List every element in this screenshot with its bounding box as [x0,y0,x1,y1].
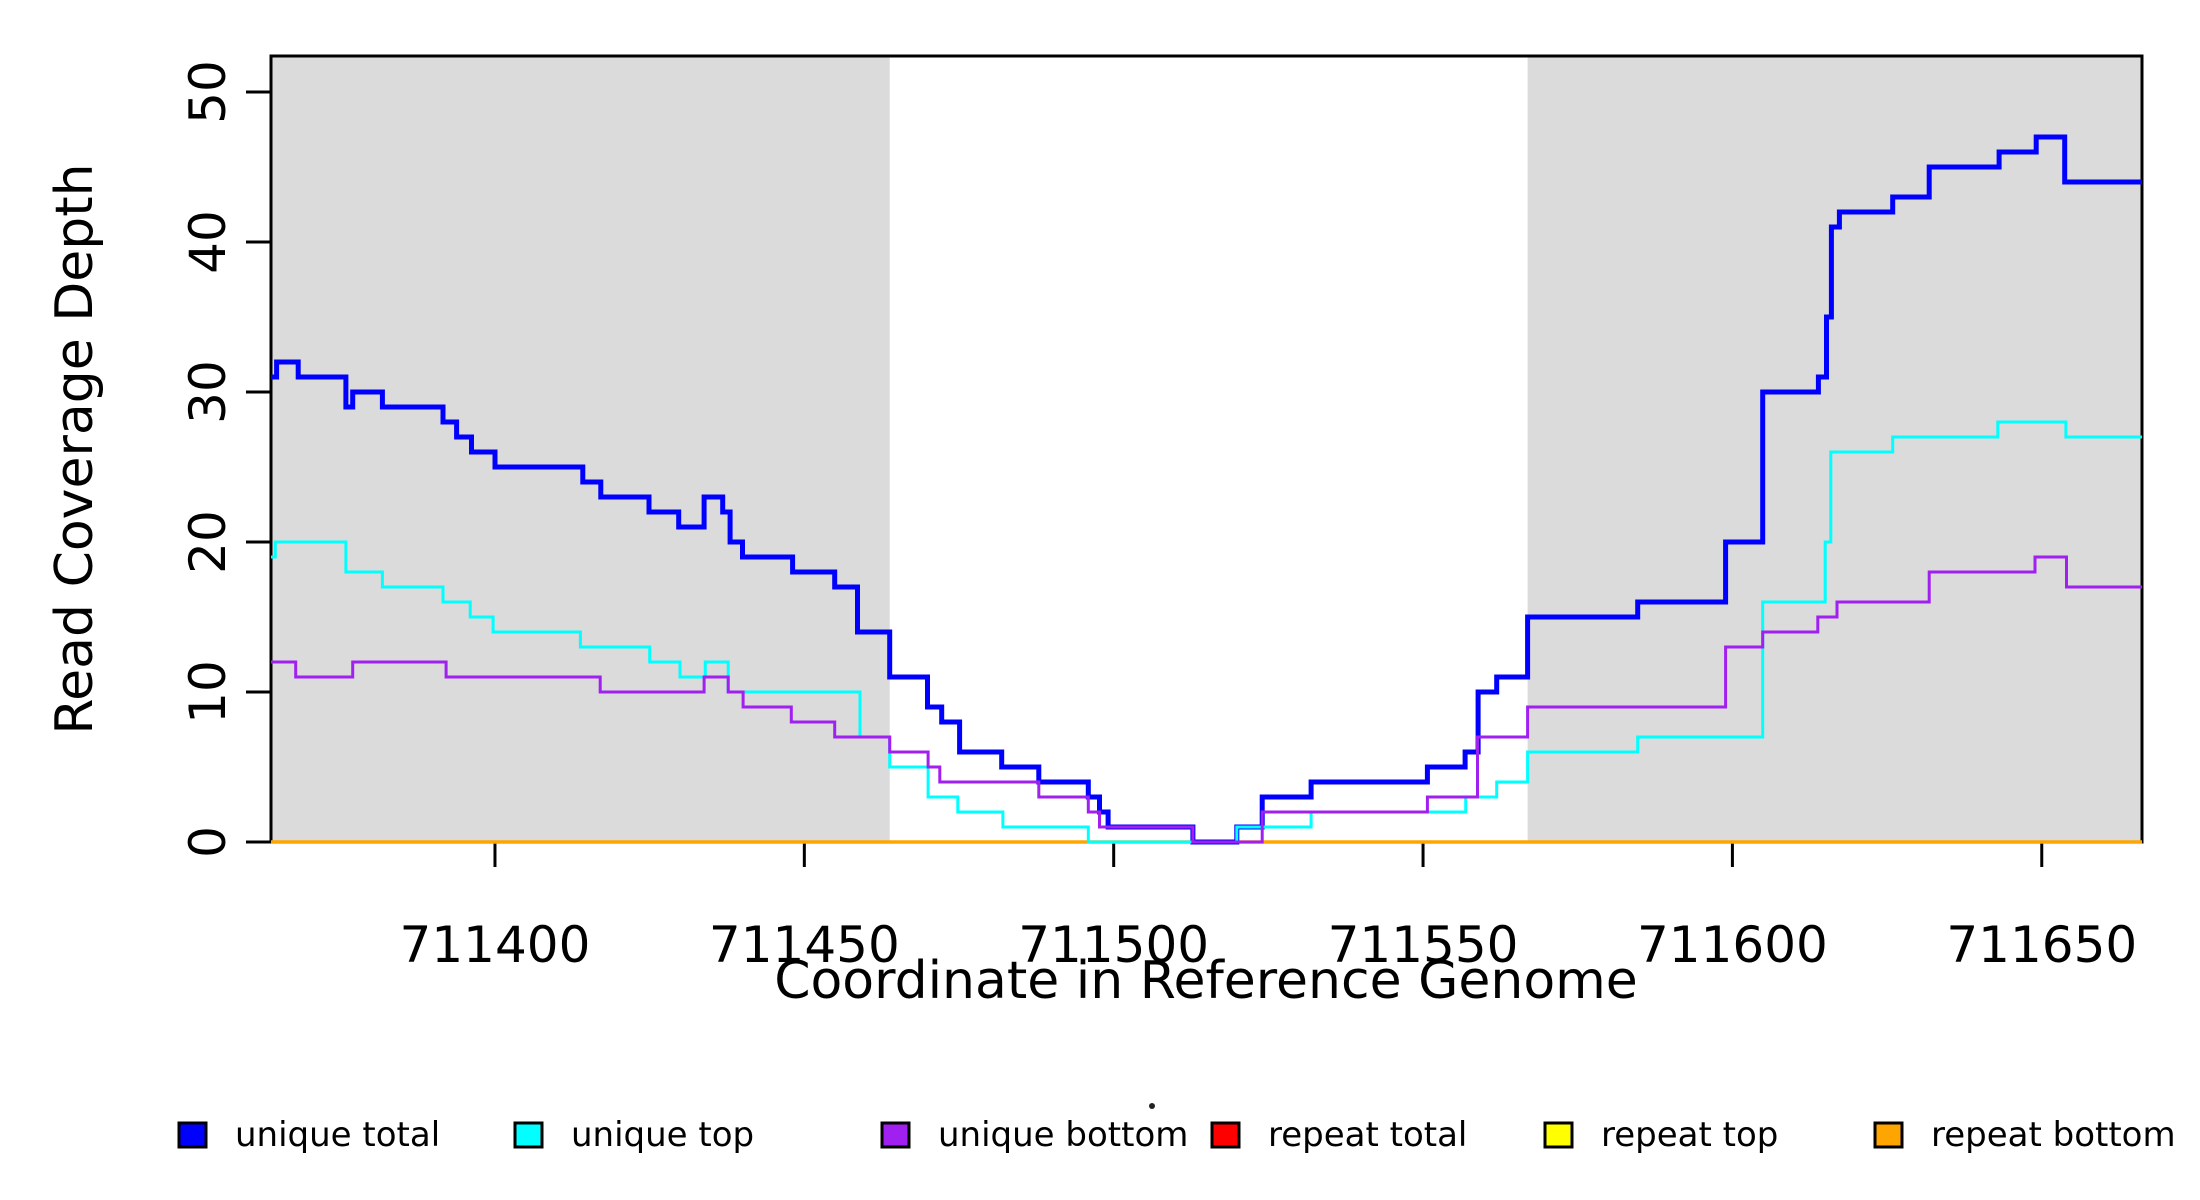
y-tick-label: 40 [179,210,237,274]
legend-swatch-unique-total [177,1121,208,1149]
legend-label: unique bottom [938,1115,1188,1155]
legend-label: unique total [235,1115,440,1155]
series-line-unique-total [271,134,2142,845]
artifact-dot [1149,1103,1155,1109]
legend-swatch-unique-bottom [880,1121,911,1149]
shaded-regions [271,56,2142,842]
y-tick-label: 20 [179,510,237,574]
series-line-unique-bottom [271,555,2142,844]
shaded-region-2 [1527,56,2142,842]
legend-swatch-repeat-top [1543,1121,1574,1149]
shaded-region-1 [271,56,890,842]
legend-item-unique-top: unique top [513,1115,754,1155]
legend-swatch-repeat-total [1210,1121,1241,1149]
series-line-unique-top [271,420,2142,844]
axis-ticks: 711400 711450 711500 711550 711600 711650 0 10 2… [179,60,2137,974]
legend-swatch-unique-top [513,1121,544,1149]
x-tick-label: 711450 [709,916,900,974]
legend-item-unique-bottom: unique bottom [880,1115,1188,1155]
x-tick-label: 711500 [1018,916,1209,974]
x-axis-title: Coordinate in Reference Genome [774,951,1638,1011]
y-tick-label: 0 [179,826,237,858]
y-tick-label: 30 [179,360,237,424]
y-tick-label: 10 [179,660,237,724]
legend-label: repeat bottom [1931,1115,2176,1155]
legend-item-repeat-top: repeat top [1543,1115,1778,1155]
legend-swatch-repeat-bottom [1873,1121,1904,1149]
y-axis-title: Read Coverage Depth [45,163,105,734]
legend-label: repeat total [1268,1115,1467,1155]
x-tick-label: 711650 [1946,916,2137,974]
legend-item-unique-total: unique total [177,1115,440,1155]
legend-label: repeat top [1601,1115,1778,1155]
legend-item-repeat-total: repeat total [1210,1115,1467,1155]
x-tick-label: 711400 [400,916,591,974]
y-tick-label: 50 [179,60,237,124]
legend: unique total unique top unique bottom repea… [177,1115,2176,1155]
x-tick-label: 711550 [1328,916,1519,974]
series-lines [271,134,2142,845]
x-tick-label: 711600 [1637,916,1828,974]
legend-item-repeat-bottom: repeat bottom [1873,1115,2176,1155]
legend-label: unique top [571,1115,754,1155]
